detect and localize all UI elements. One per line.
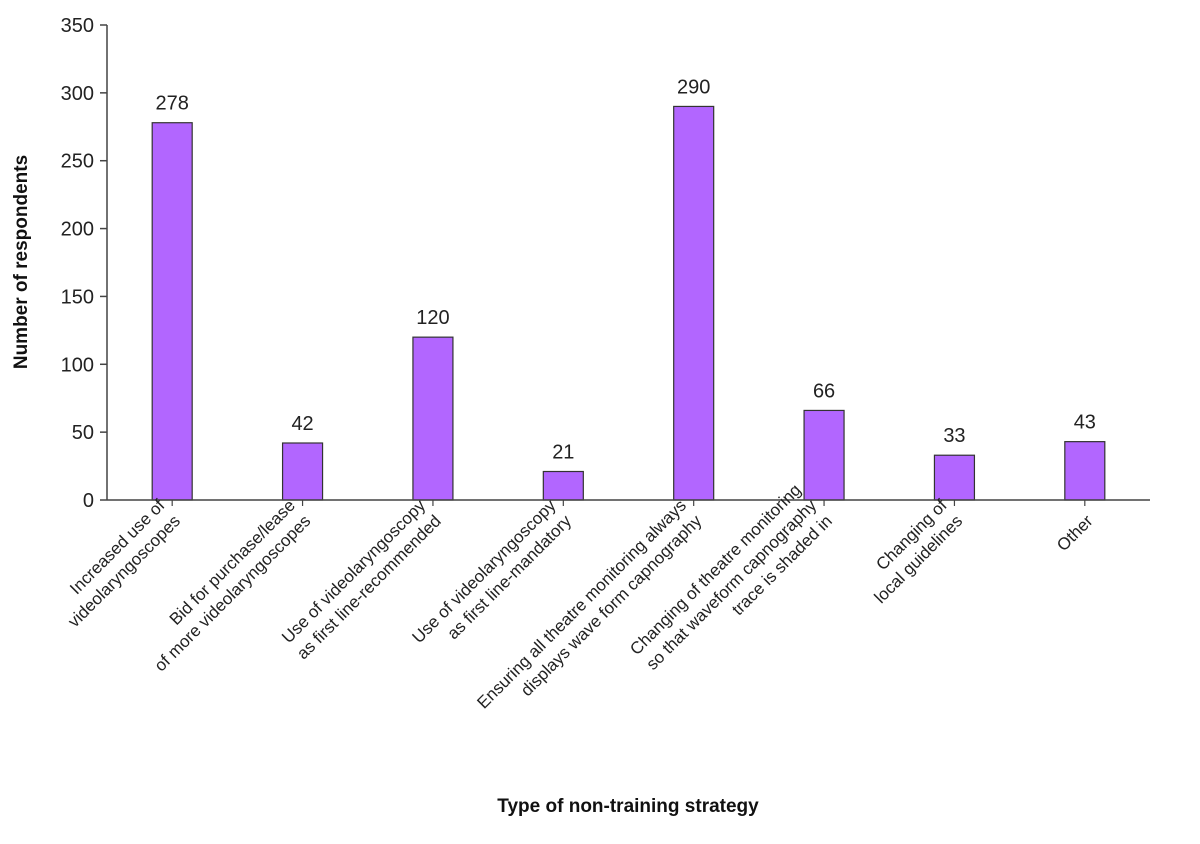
y-tick-label: 200 xyxy=(61,219,94,241)
data-label: 66 xyxy=(813,380,835,402)
bar xyxy=(673,105,715,501)
category-label: Increased use ofvideolaryngoscopes xyxy=(49,496,184,631)
data-label: 43 xyxy=(1074,412,1096,434)
data-label: 42 xyxy=(291,413,313,435)
y-tick-label: 250 xyxy=(61,151,94,173)
category-label-line: Other xyxy=(1053,511,1097,555)
data-label: 33 xyxy=(943,425,965,447)
category-label-line: of more videolaryngoscopes xyxy=(151,511,315,675)
y-tick-label: 300 xyxy=(61,83,94,105)
category-label: Other xyxy=(1053,511,1097,555)
bar xyxy=(151,122,193,501)
data-label: 21 xyxy=(552,442,574,464)
x-axis-title: Type of non-training strategy xyxy=(497,796,759,817)
data-label: 290 xyxy=(677,76,710,98)
bars xyxy=(151,105,1106,501)
y-tick-label: 100 xyxy=(61,354,94,376)
bar xyxy=(803,409,845,501)
y-tick-label: 150 xyxy=(61,286,94,308)
category-label: Changing oflocal guidelines xyxy=(855,496,966,607)
bar xyxy=(412,336,454,501)
category-label: Changing of theatre monitoringso that wa… xyxy=(626,480,836,690)
y-axis: 0 50 100 150 200 250 300 350 xyxy=(61,15,108,512)
bar xyxy=(1064,441,1106,501)
data-label: 278 xyxy=(156,93,189,115)
y-tick-label: 350 xyxy=(61,15,94,37)
bar xyxy=(542,470,584,501)
category-label-line: Bid for purchase/lease xyxy=(166,496,299,629)
y-axis-title: Number of respondents xyxy=(11,155,32,369)
category-label-line: Ensuring all theatre monitoring always xyxy=(473,496,690,713)
value-labels: 278 42 120 21 290 66 33 43 xyxy=(156,76,1096,463)
y-tick-label: 0 xyxy=(83,490,94,512)
bar xyxy=(281,442,324,501)
data-label: 120 xyxy=(416,307,449,329)
y-tick-label: 50 xyxy=(72,422,94,444)
bar xyxy=(933,454,976,501)
